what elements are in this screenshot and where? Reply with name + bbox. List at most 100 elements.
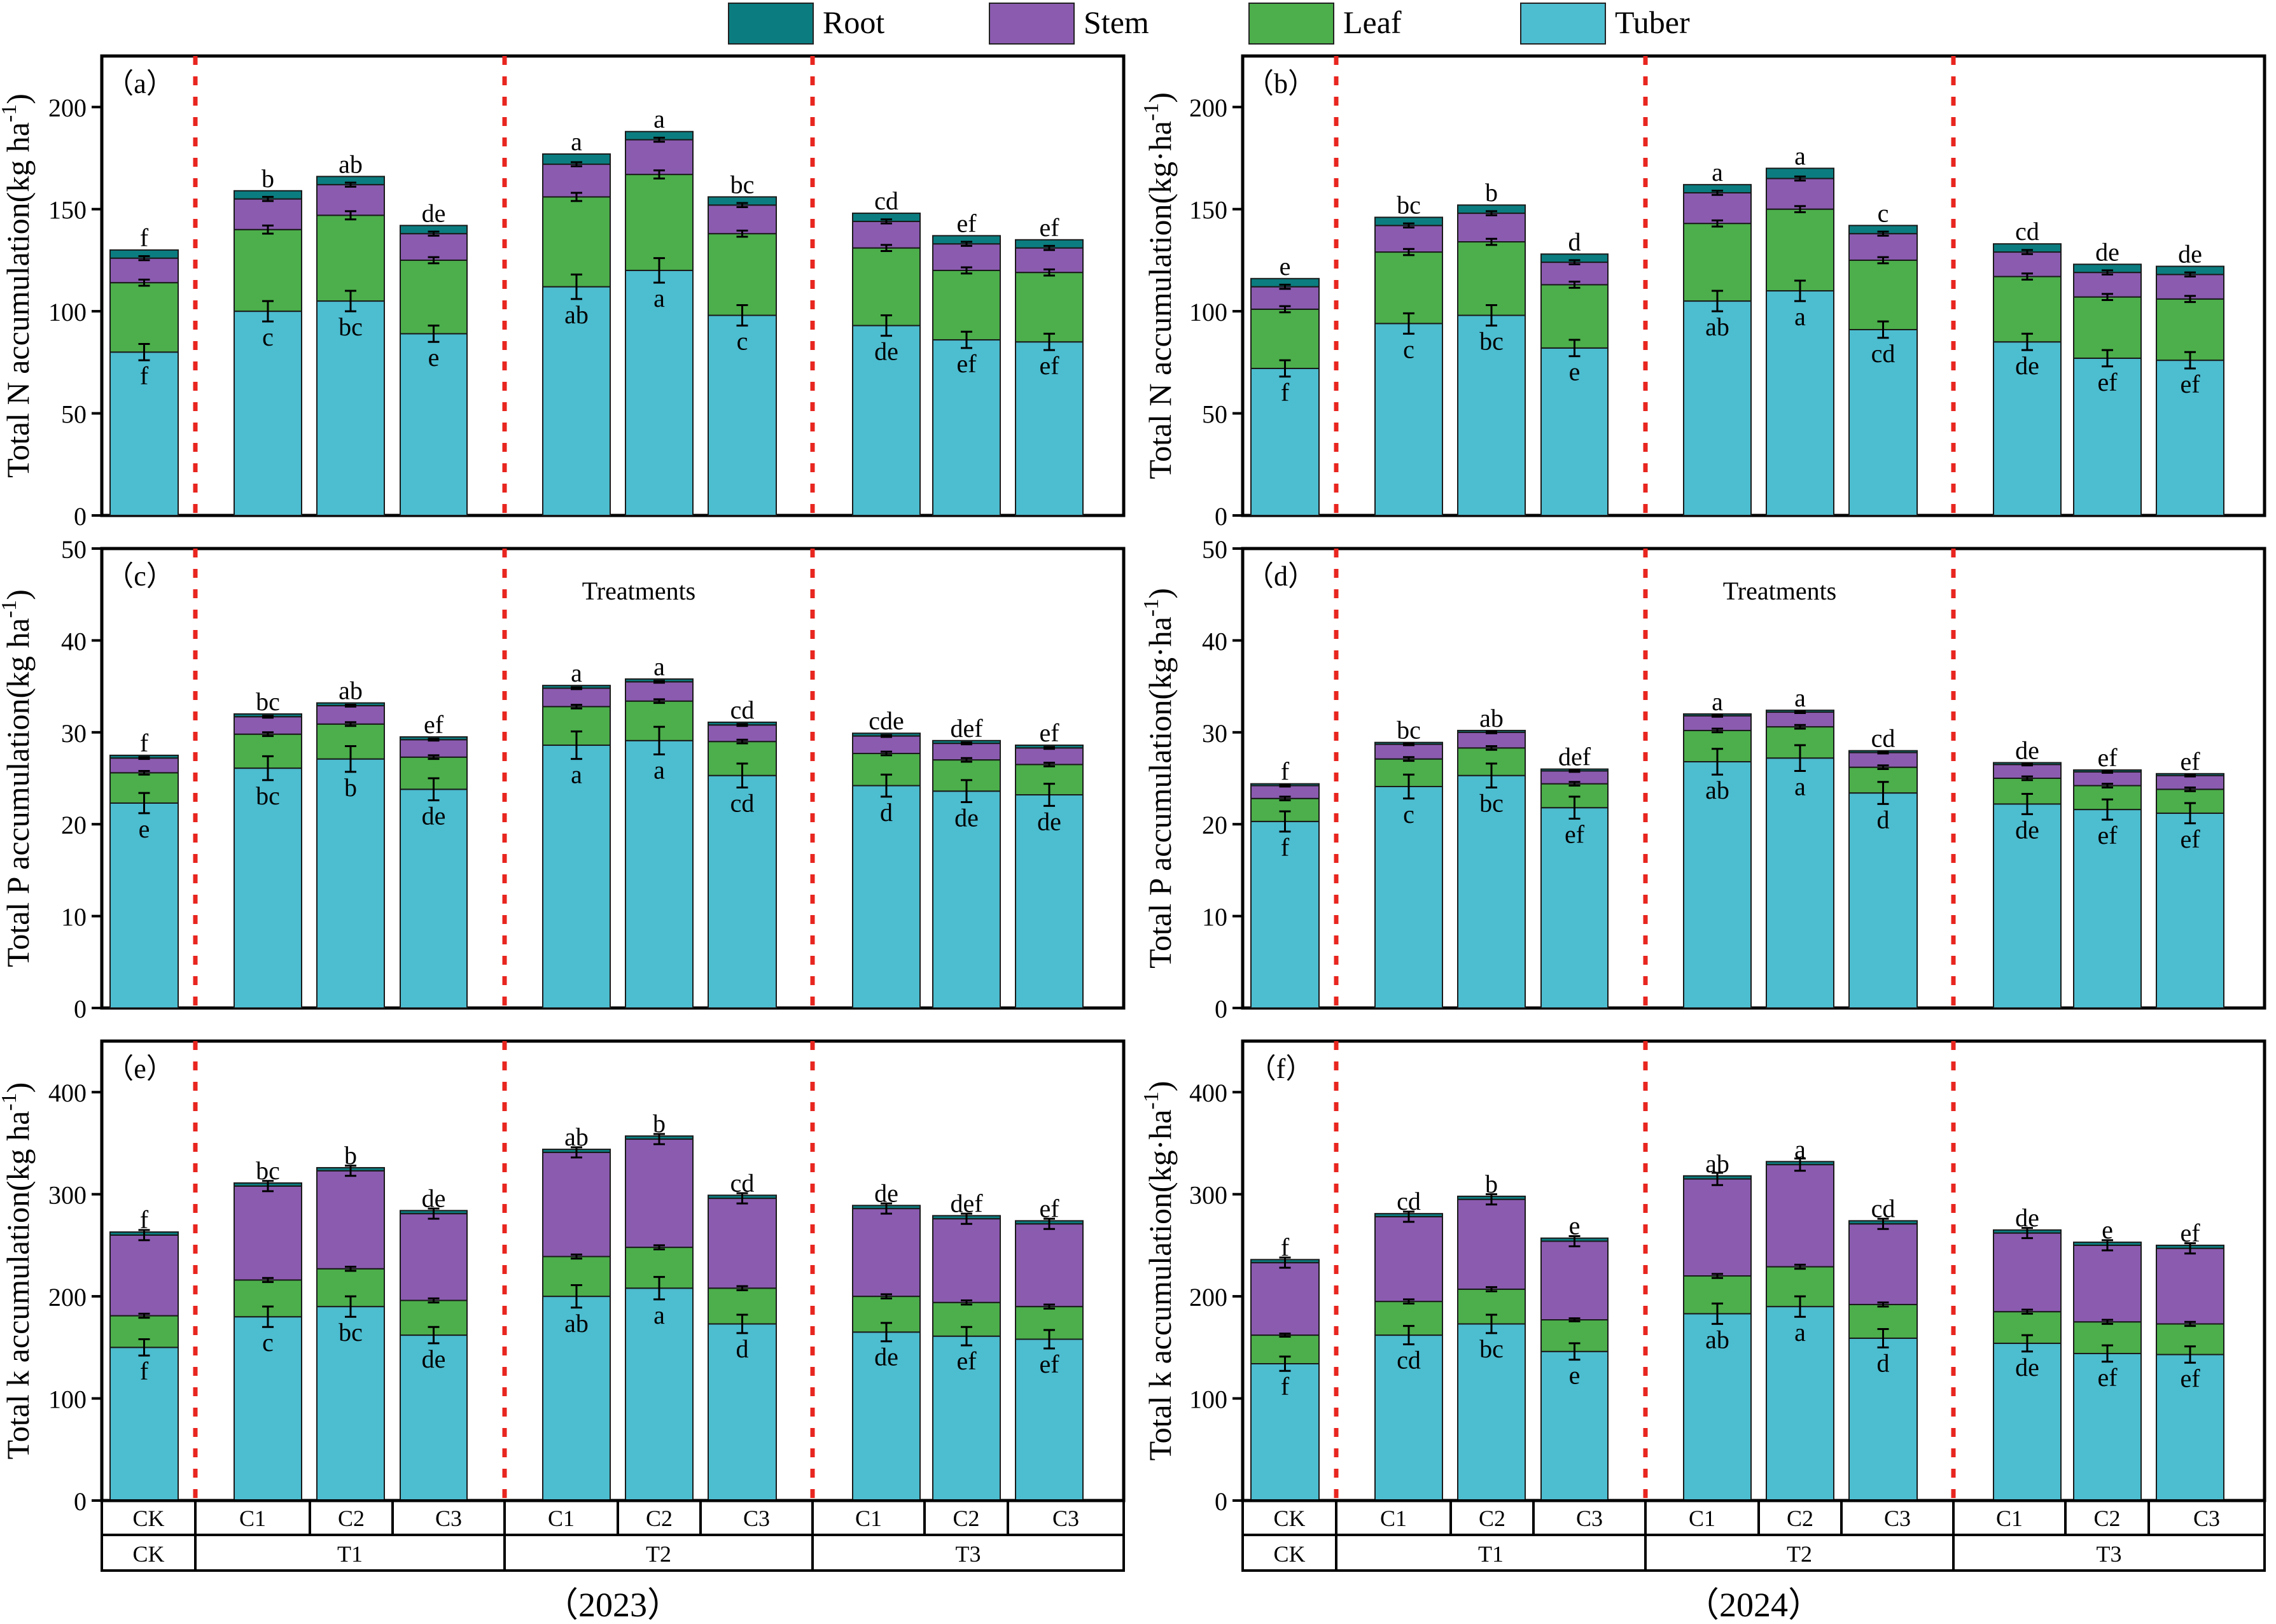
bar-segment-stem <box>1766 1164 1834 1268</box>
significance-letter-top: d <box>1568 227 1581 256</box>
significance-letter-tuber: d <box>736 1334 749 1363</box>
bar-stack-c1: ab ab <box>1683 1149 1752 1502</box>
y-label-base: Total P accumulation(kg ha <box>0 618 36 967</box>
significance-letter-tuber: de <box>422 1345 446 1373</box>
bar-segment-stem <box>542 164 611 198</box>
bar-segment-stem <box>316 184 385 216</box>
bar-segment-tuber <box>542 745 611 1009</box>
legend-label-stem: Stem <box>1084 4 1149 40</box>
x-category-label: C2 <box>953 1506 979 1531</box>
significance-letter-tuber: ab <box>1705 776 1729 804</box>
panel-label: （f） <box>1248 1053 1314 1084</box>
significance-letter-top: bc <box>256 1156 280 1185</box>
significance-letter-top: e <box>1280 252 1291 281</box>
bar-segment-tuber <box>1457 1323 1526 1502</box>
bar-segment-stem <box>109 1234 179 1317</box>
legend-label-leaf: Leaf <box>1343 4 1402 40</box>
x-category-label: C3 <box>435 1506 462 1531</box>
significance-letter-top: cd <box>2015 217 2039 246</box>
x-category-label: C1 <box>1380 1506 1407 1531</box>
legend-label-root: Root <box>823 4 884 40</box>
bar-segment-stem <box>1015 1223 1084 1308</box>
panel-c: 0 10 20 30 40 50 Total P accumulation(kg ha-1)… <box>0 535 1126 1023</box>
significance-letter-top: b <box>262 164 274 193</box>
bar-segment-stem <box>1848 233 1918 261</box>
significance-letter-top: de <box>2095 237 2119 266</box>
bar-segment-leaf <box>2073 296 2142 359</box>
significance-letter-tuber: cd <box>1397 1346 1421 1375</box>
bar-segment-stem <box>932 1218 1001 1303</box>
significance-letter-top: a <box>1712 687 1723 716</box>
bar-segment-stem <box>1766 178 1834 210</box>
significance-letter-tuber: b <box>344 773 357 802</box>
treatments-label: Treatments <box>1723 577 1837 605</box>
y-tick-label: 150 <box>48 196 87 225</box>
x-category-label: C1 <box>1996 1506 2023 1531</box>
y-tick-label: 100 <box>1189 298 1227 326</box>
panel-frame <box>1241 54 2266 517</box>
x-category-label: C3 <box>1884 1506 1911 1531</box>
y-tick-label: 0 <box>74 502 87 531</box>
bar-stack-c1: a ab <box>1683 687 1752 1009</box>
y-axis-label: Total k accumulation(kg ha-1) <box>0 1082 36 1460</box>
y-tick-label: 20 <box>1202 811 1227 839</box>
x-group-label: CK <box>132 1541 164 1567</box>
y-axis-label: Total P accumulation(kg ha-1) <box>0 589 36 967</box>
x-group-label: T3 <box>956 1541 981 1567</box>
bar-segment-stem <box>625 681 694 702</box>
significance-letter-tuber: ef <box>1039 351 1059 380</box>
bar-segment-tuber <box>2073 357 2142 516</box>
legend-swatch-tuber <box>1520 3 1606 45</box>
significance-letter-top: ef <box>956 209 977 237</box>
x-group-label: T2 <box>1787 1541 1812 1567</box>
bar-segment-tuber <box>2073 1352 2142 1501</box>
bar-segment-stem <box>1457 213 1526 243</box>
bar-segment-stem <box>400 1213 468 1301</box>
significance-letter-tuber: d <box>880 798 893 827</box>
bar-segment-leaf <box>1540 284 1609 349</box>
y-axis-label: Total N accumulation(kg ha-1) <box>0 94 36 478</box>
x-category-label: C2 <box>338 1506 365 1531</box>
x-group-label: T1 <box>1478 1541 1504 1567</box>
significance-letter-top: f <box>140 729 149 757</box>
bar-stack-c3: cd d <box>1848 724 1918 1009</box>
bar-segment-tuber <box>1540 807 1609 1009</box>
bar-stack-c2: aa <box>1766 683 1834 1009</box>
bar-stack-c3: de ef <box>2156 240 2224 516</box>
y-label-base: Total N accumulation(kg ha <box>0 122 36 478</box>
bar-stack-c1: bc c <box>1374 716 1443 1009</box>
significance-letter-top: ab <box>1479 704 1504 732</box>
significance-letter-top: de <box>2178 240 2202 269</box>
bar-stack-c1: cd de <box>1993 217 2062 516</box>
significance-letter-top: f <box>1281 1233 1290 1261</box>
significance-letter-top: a <box>1794 1135 1806 1163</box>
significance-letter-tuber: ef <box>956 349 977 378</box>
y-tick-label: 0 <box>1215 1487 1227 1516</box>
x-category-label: C2 <box>646 1506 673 1531</box>
bar-stack-c1: ab ab <box>542 1123 611 1501</box>
x-category-label: C1 <box>239 1506 266 1531</box>
bar-segment-tuber <box>625 739 694 1009</box>
y-label-sup: -1 <box>0 104 21 122</box>
bar-segment-leaf <box>1993 276 2062 343</box>
bar-segment-leaf <box>234 228 302 312</box>
legend-item-root: Root <box>728 3 884 45</box>
bar-segment-stem <box>542 687 611 708</box>
panel-label: （c） <box>106 561 174 592</box>
bar-segment-tuber <box>2156 1354 2224 1502</box>
bar-stack-c2: b bc <box>1457 178 1526 516</box>
significance-letter-top: a <box>1794 141 1806 170</box>
bar-segment-tuber <box>400 1334 468 1502</box>
bar-segment-tuber <box>542 1296 611 1501</box>
y-tick-label: 50 <box>61 400 87 429</box>
bar-segment-tuber <box>1015 1338 1084 1502</box>
bar-segment-leaf <box>1848 259 1918 330</box>
bar-stack-c2: aa <box>1766 141 1834 516</box>
bar-segment-tuber <box>932 1335 1001 1501</box>
significance-letter-top: def <box>950 1189 983 1217</box>
significance-letter-tuber: ef <box>2097 821 2118 850</box>
significance-letter-top: bc <box>730 170 755 199</box>
bar-segment-tuber <box>1848 1337 1918 1501</box>
significance-letter-tuber: e <box>1569 1361 1581 1390</box>
